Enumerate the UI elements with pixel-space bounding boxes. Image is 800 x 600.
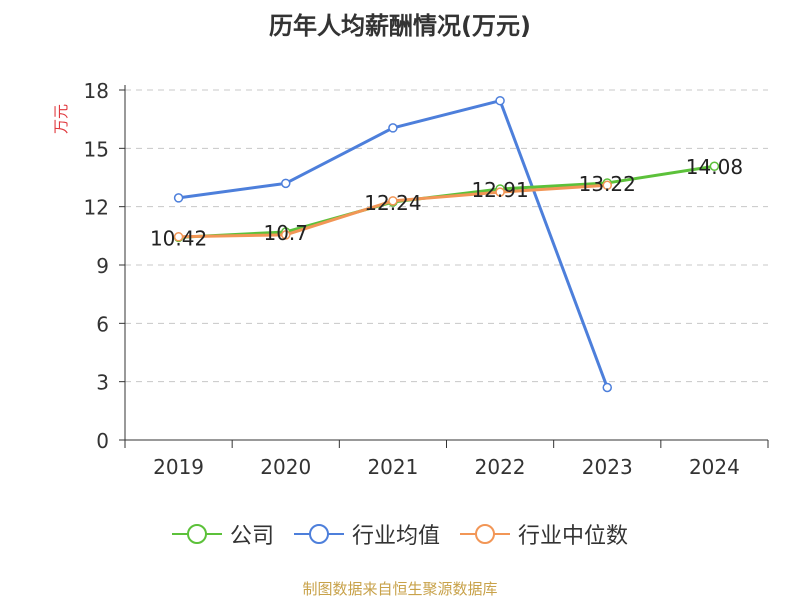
x-tick-label: 2023 — [582, 455, 633, 479]
source-footer: 制图数据来自恒生聚源数据库 — [302, 580, 498, 598]
legend-label: 公司 — [229, 524, 274, 549]
y-tick-label: 15 — [84, 137, 109, 161]
data-point — [388, 196, 398, 206]
legend-swatch-icon — [460, 524, 510, 544]
data-label: 12.91 — [471, 178, 528, 202]
data-label: 12.24 — [364, 191, 421, 215]
x-tick-label: 2020 — [260, 455, 311, 479]
data-point — [388, 123, 398, 133]
data-point — [602, 180, 612, 191]
data-point — [281, 230, 291, 240]
data-label: 13.22 — [579, 172, 636, 196]
y-tick-label: 12 — [84, 196, 109, 220]
legend: 公司 行业均值 行业中位数 — [0, 518, 800, 550]
data-point — [281, 178, 291, 189]
chart-title: 历年人均薪酬情况(万元) — [269, 12, 531, 40]
data-label: 14.08 — [686, 155, 743, 179]
legend-swatch-icon — [171, 524, 222, 544]
x-tick-label: 2024 — [689, 455, 740, 479]
data-point — [495, 187, 505, 197]
x-tick-label: 2022 — [475, 455, 526, 479]
legend-item[interactable]: 行业均值 — [293, 518, 440, 550]
data-point — [495, 95, 505, 106]
legend-label: 行业中位数 — [518, 524, 629, 549]
data-point — [709, 161, 720, 171]
y-tick-label: 9 — [96, 254, 109, 278]
legend-item[interactable]: 公司 — [171, 518, 274, 550]
series-line — [178, 99, 609, 389]
y-tick-label: 18 — [84, 79, 109, 103]
data-point — [602, 382, 612, 393]
x-tick-label: 2021 — [367, 455, 418, 479]
legend-label: 行业均值 — [351, 524, 440, 549]
legend-item[interactable]: 行业中位数 — [460, 518, 628, 550]
y-tick-label: 6 — [96, 312, 109, 336]
y-tick-label: 3 — [96, 371, 109, 395]
data-label: 10.42 — [150, 226, 207, 250]
data-point — [173, 193, 184, 203]
y-tick-label: 0 — [96, 429, 109, 453]
x-tick-label: 2019 — [153, 455, 204, 479]
legend-swatch-icon — [293, 524, 344, 544]
data-point — [173, 232, 184, 242]
data-label: 10.7 — [263, 221, 308, 245]
